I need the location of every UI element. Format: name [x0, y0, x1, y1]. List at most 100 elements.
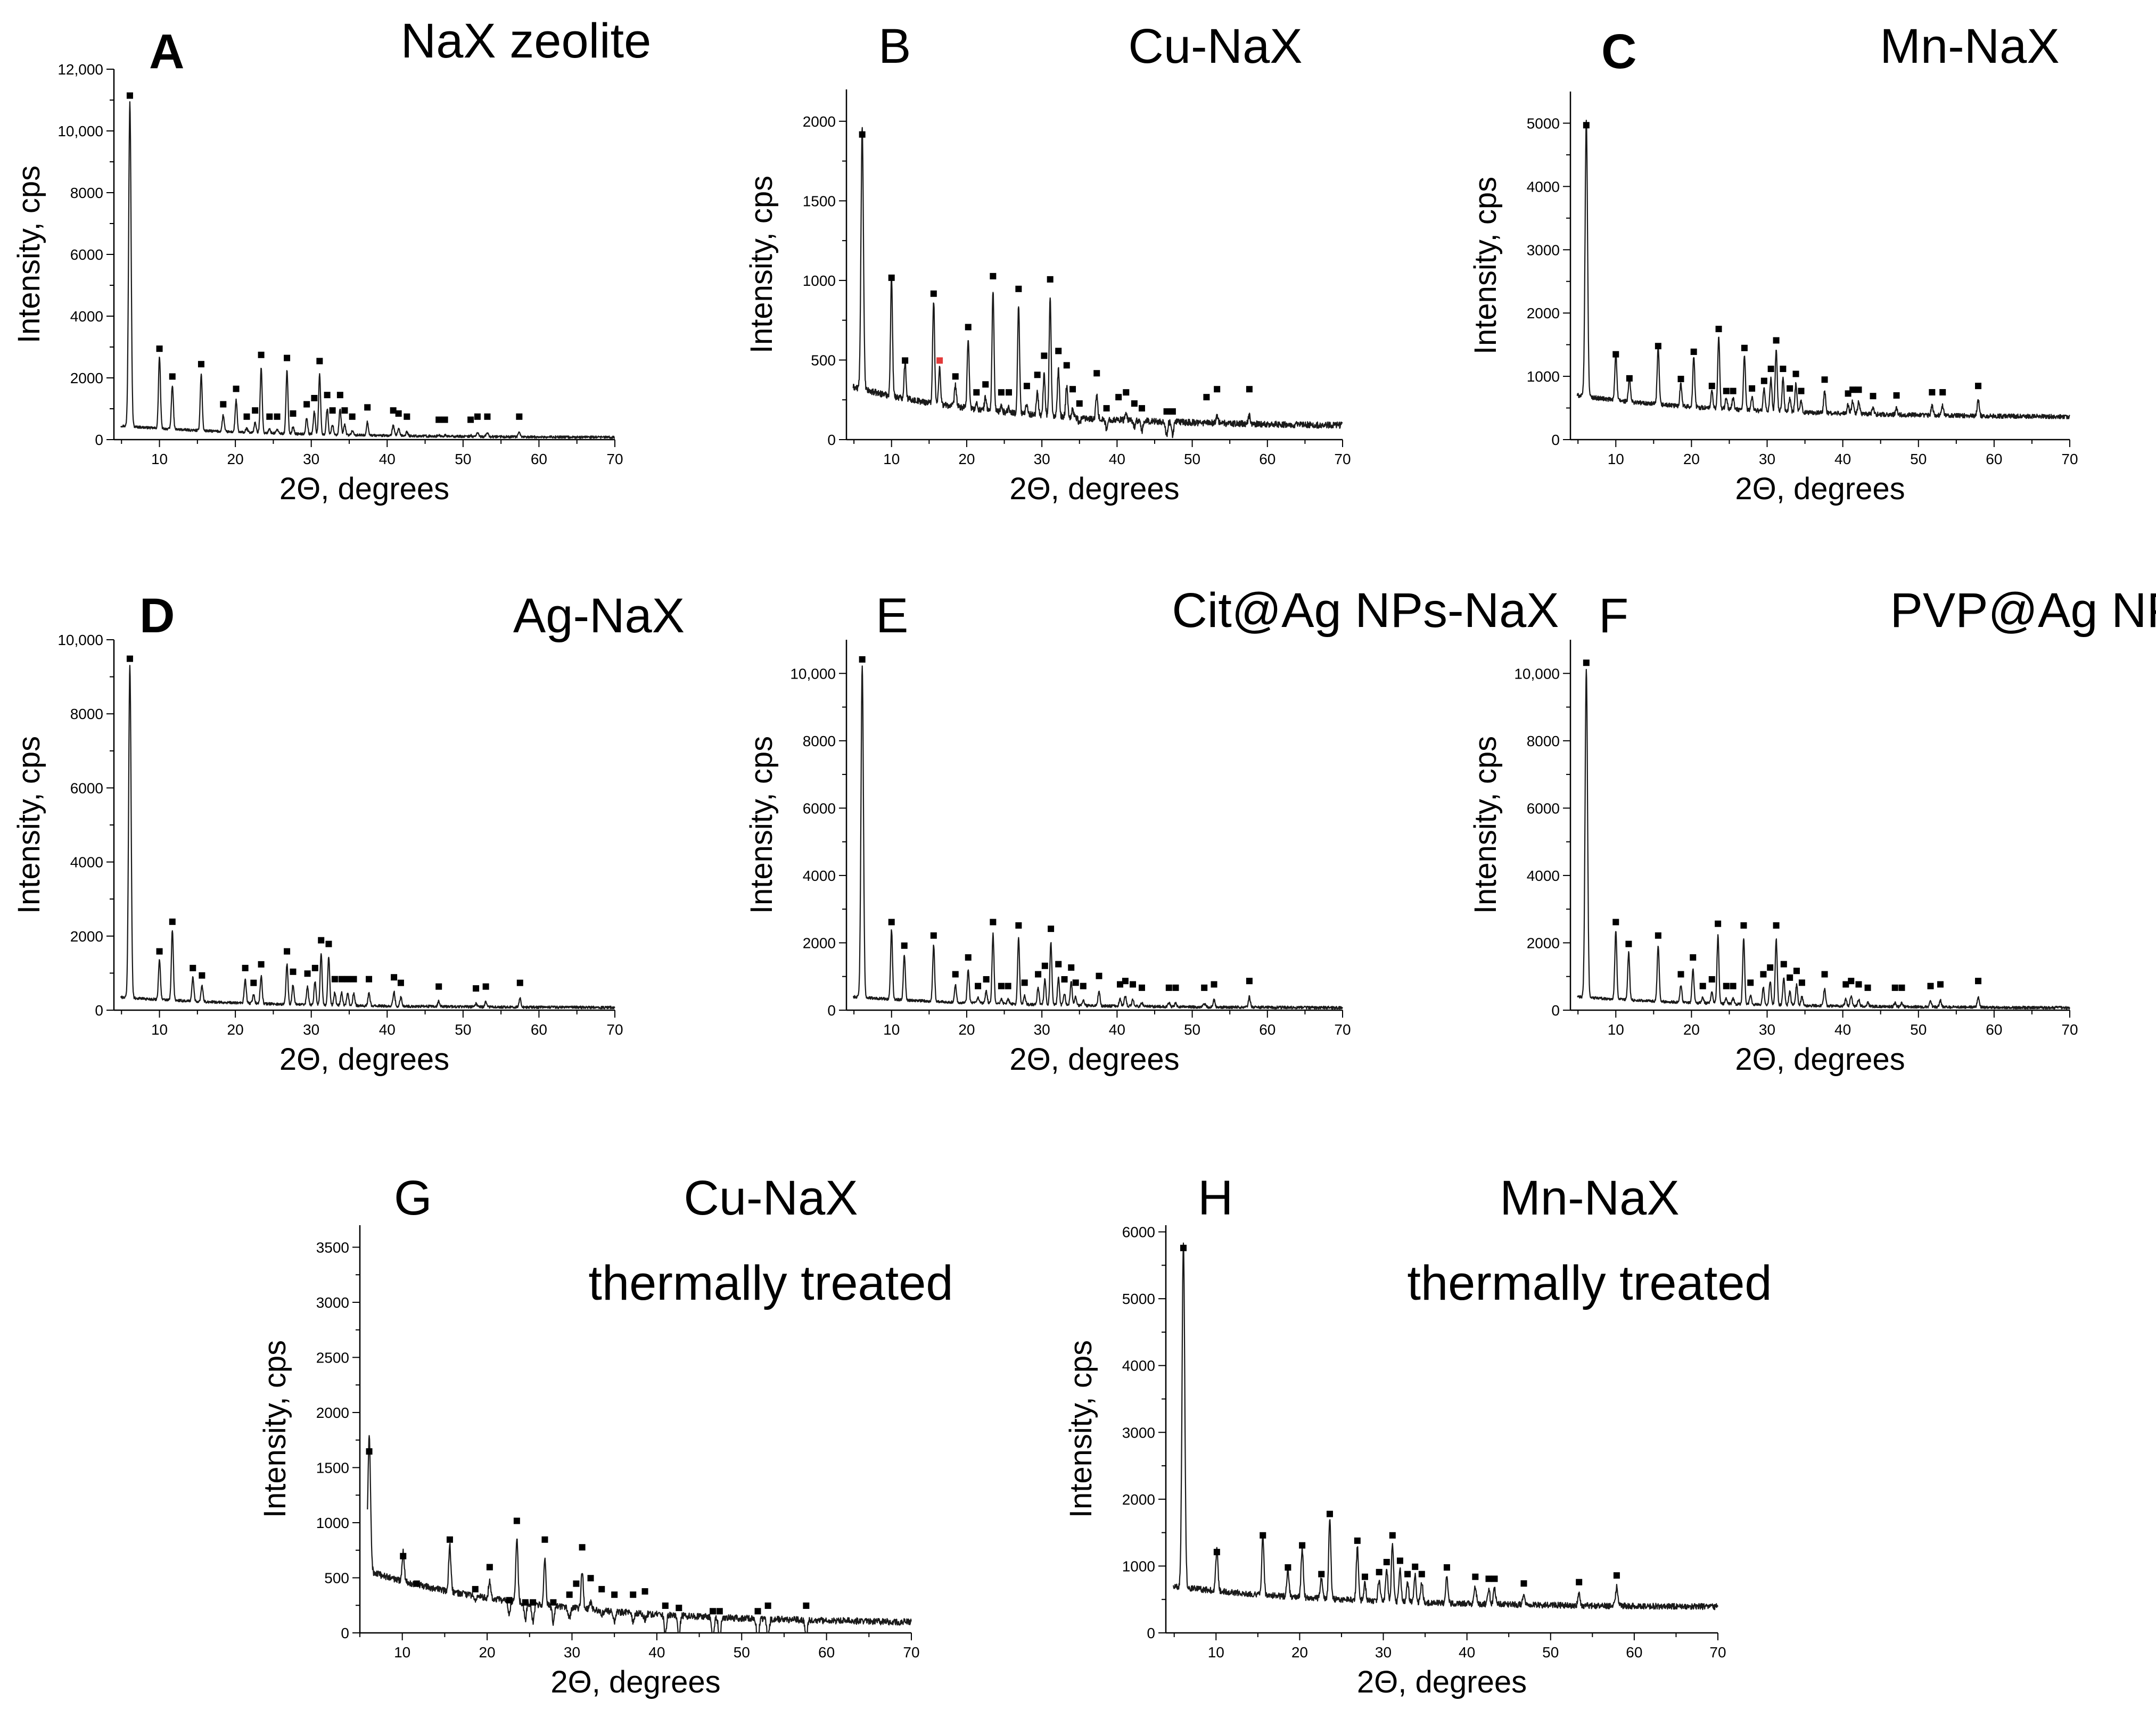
panel-c: 10 20 30 40 50 60 70 0 1000 2000 3000 4000 5000 2Θ, d…	[1468, 19, 2078, 506]
peak-marker	[350, 976, 357, 982]
peak-marker	[1023, 383, 1030, 390]
y-tick-label: 4000	[803, 868, 836, 884]
y-tick-label: 4000	[1122, 1358, 1155, 1374]
peak-marker	[1767, 964, 1774, 971]
x-tick-label: 60	[818, 1644, 835, 1661]
y-tick-label: 10,000	[57, 123, 103, 139]
peak-marker	[366, 1448, 373, 1455]
peak-marker	[1855, 981, 1862, 988]
peak-marker	[1214, 386, 1221, 393]
x-tick-label: 40	[1834, 451, 1851, 467]
peak-marker	[1169, 408, 1176, 415]
y-tick-label: 10,000	[1514, 665, 1560, 682]
xrd-trace	[1577, 668, 2070, 1010]
peak-marker	[473, 985, 480, 992]
y-tick-label: 5000	[1527, 115, 1560, 131]
peak-marker	[1798, 979, 1805, 986]
peak-marker	[1842, 981, 1849, 988]
peak-marker	[1787, 974, 1793, 981]
peak-marker	[1612, 351, 1619, 358]
peak-marker	[1396, 1557, 1403, 1564]
peak-marker	[169, 373, 176, 380]
peak-marker	[400, 1553, 407, 1559]
peak-marker	[859, 131, 866, 138]
peak-marker	[1093, 370, 1100, 377]
peak-marker	[316, 358, 323, 365]
peak-marker	[1260, 1532, 1266, 1539]
peak-marker	[566, 1591, 573, 1598]
peak-marker	[1787, 385, 1793, 392]
panel-f: 10 20 30 40 50 60 70 0 2000 4000 6000 8000 10,000 2Θ,…	[1468, 583, 2156, 1077]
panel-e: 10 20 30 40 50 60 70 0 2000 4000 6000 8000 10,000 2Θ,…	[744, 583, 1559, 1077]
peak-marker	[1898, 984, 1905, 991]
y-tick-label: 2000	[803, 113, 836, 130]
y-tick-label: 500	[324, 1570, 349, 1586]
peak-marker	[1165, 984, 1172, 991]
y-tick-label: 0	[827, 1002, 836, 1019]
xrd-trace	[120, 665, 615, 1010]
x-tick-label: 20	[1683, 451, 1700, 467]
peak-marker	[1747, 979, 1754, 986]
peak-marker	[1855, 386, 1862, 393]
peak-marker	[1741, 344, 1748, 351]
peak-marker	[1612, 919, 1619, 926]
panel-d: 10 20 30 40 50 60 70 0 2000 4000 6000 8000 10,000 2Θ,…	[12, 589, 685, 1077]
peak-marker	[1404, 1571, 1411, 1578]
x-tick-label: 30	[1759, 1021, 1775, 1038]
x-tick-label: 10	[1608, 1021, 1624, 1038]
peak-marker	[1061, 976, 1068, 983]
peak-marker	[998, 389, 1005, 396]
x-tick-label: 40	[379, 1021, 396, 1038]
peak-marker	[250, 979, 257, 986]
peak-marker	[1041, 962, 1048, 969]
x-tick-label: 30	[1759, 451, 1775, 467]
x-tick-label: 20	[227, 451, 244, 467]
peak-marker	[324, 392, 331, 399]
panel-letter: C	[1601, 24, 1636, 79]
peak-marker	[472, 1586, 479, 1592]
x-tick-label: 50	[734, 1644, 750, 1661]
peak-marker	[284, 354, 291, 361]
x-tick-label: 10	[394, 1644, 410, 1661]
peak-marker	[1163, 408, 1170, 415]
x-tick-label: 60	[531, 1021, 547, 1038]
y-tick-label: 3000	[1122, 1424, 1155, 1441]
x-tick-label: 60	[1626, 1644, 1642, 1661]
peak-marker	[1354, 1537, 1361, 1544]
peak-marker	[126, 92, 133, 99]
x-tick-label: 70	[1334, 1021, 1351, 1038]
peak-marker	[1760, 377, 1767, 384]
x-tick-label: 30	[303, 451, 319, 467]
x-tick-label: 50	[1910, 1021, 1927, 1038]
peak-marker	[1203, 394, 1210, 401]
x-tick-label: 30	[303, 1021, 319, 1038]
y-tick-label: 8000	[803, 733, 836, 749]
peak-marker	[1730, 387, 1737, 394]
peak-marker	[1939, 389, 1946, 396]
peak-marker	[973, 389, 980, 396]
x-axis-label: 2Θ, degrees	[1009, 1042, 1179, 1077]
peak-marker	[975, 982, 982, 989]
y-axis-label: Intensity, cps	[744, 176, 779, 353]
panel-g: 10 20 30 40 50 60 70 0 500 1000 1500 2000 2500 3000 35…	[258, 1171, 953, 1699]
y-tick-label: 2000	[1527, 935, 1560, 951]
x-tick-label: 50	[1910, 451, 1927, 467]
peak-marker	[516, 979, 523, 986]
x-tick-label: 50	[1542, 1644, 1559, 1661]
peak-marker	[220, 401, 227, 408]
peak-marker	[1485, 1575, 1492, 1582]
panel-letter: E	[876, 589, 908, 643]
peak-marker	[1123, 389, 1130, 396]
x-tick-label: 70	[1709, 1644, 1726, 1661]
peak-marker	[1625, 940, 1632, 947]
peak-marker	[344, 976, 351, 982]
peak-marker	[1520, 1580, 1527, 1587]
peak-marker	[1472, 1573, 1479, 1580]
peak-marker	[803, 1602, 810, 1609]
peak-marker	[1213, 1549, 1220, 1556]
peak-marker	[1708, 383, 1715, 390]
x-tick-label: 50	[455, 451, 471, 467]
x-axis-label: 2Θ, degrees	[279, 1042, 449, 1077]
y-tick-label: 1500	[316, 1459, 349, 1476]
